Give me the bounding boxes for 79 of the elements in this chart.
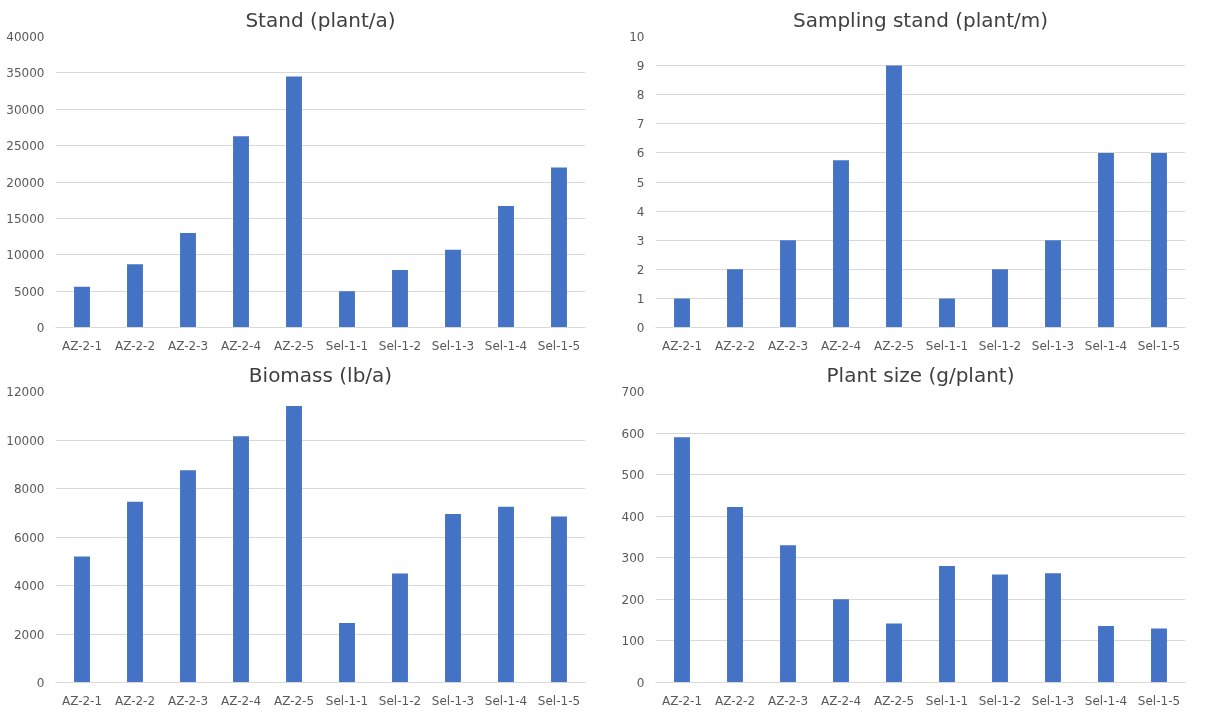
x-tick-label: Sel-1-2 — [378, 338, 422, 353]
x-tick-label: Sel-1-1 — [925, 338, 969, 353]
y-tick-label: 0 — [36, 676, 45, 690]
x-tick-label: AZ-2-4 — [220, 338, 262, 353]
y-tick-label: 3 — [636, 233, 645, 248]
y-tick-label: 500 — [621, 468, 645, 483]
x-tick-label: AZ-2-3 — [767, 338, 809, 353]
y-tick-label: 8000 — [13, 482, 45, 496]
x-tick-label: Sel-1-5 — [1137, 693, 1181, 708]
y-tick-label: 40000 — [6, 30, 45, 44]
x-tick-label: Sel-1-5 — [1137, 338, 1181, 353]
y-tick-label: 700 — [621, 385, 645, 399]
y-tick-label: 10000 — [6, 248, 45, 263]
x-tick-label: Sel-1-2 — [978, 338, 1022, 353]
y-tick-label: 12000 — [6, 385, 45, 399]
x-tick-label: AZ-2-5 — [273, 693, 315, 708]
x-tick-label: AZ-2-4 — [820, 693, 862, 708]
x-tick-label: Sel-1-5 — [537, 693, 581, 708]
y-tick-label: 4 — [636, 204, 645, 219]
x-tick-label: Sel-1-1 — [925, 693, 969, 708]
x-tick-label: AZ-2-3 — [167, 338, 209, 353]
x-tick-label: AZ-2-1 — [661, 338, 703, 353]
y-tick-label: 20000 — [6, 175, 45, 190]
y-tick-label: 400 — [621, 509, 645, 524]
y-tick-label: 10 — [629, 30, 645, 44]
y-tick-label: 4000 — [13, 579, 45, 593]
chart-title: Sampling stand (plant/m) — [792, 7, 1049, 32]
y-tick-label: 0 — [636, 676, 645, 690]
x-tick-label: Sel-1-1 — [325, 693, 369, 708]
x-tick-label: AZ-2-3 — [167, 693, 209, 708]
x-tick-label: Sel-1-1 — [325, 338, 369, 353]
y-tick-label: 35000 — [6, 66, 45, 81]
y-tick-label: 0 — [636, 321, 645, 335]
x-tick-label: AZ-2-1 — [61, 338, 103, 353]
x-tick-label: AZ-2-4 — [820, 338, 862, 353]
x-tick-label: AZ-2-2 — [114, 338, 156, 353]
x-tick-label: AZ-2-2 — [714, 693, 756, 708]
x-tick-label: AZ-2-4 — [220, 693, 262, 708]
x-tick-label: AZ-2-1 — [661, 693, 703, 708]
y-tick-label: 1 — [636, 291, 645, 306]
y-tick-label: 25000 — [6, 139, 45, 154]
x-tick-label: Sel-1-2 — [978, 693, 1022, 708]
y-tick-label: 6000 — [13, 530, 45, 545]
x-tick-label: Sel-1-3 — [1031, 338, 1075, 353]
x-tick-label: AZ-2-2 — [714, 338, 756, 353]
x-tick-label: Sel-1-4 — [484, 338, 528, 353]
x-tick-label: AZ-2-5 — [873, 693, 915, 708]
y-tick-label: 30000 — [6, 102, 45, 117]
chart-title: Plant size (g/plant) — [826, 362, 1015, 387]
x-tick-label: Sel-1-2 — [378, 693, 422, 708]
y-tick-label: 600 — [621, 426, 645, 441]
y-tick-label: 5000 — [13, 284, 45, 299]
y-tick-label: 5 — [636, 175, 645, 190]
x-tick-label: Sel-1-3 — [1031, 693, 1075, 708]
y-tick-label: 6 — [636, 146, 645, 161]
chart-title: Stand (plant/a) — [245, 7, 396, 32]
x-tick-label: Sel-1-5 — [537, 338, 581, 353]
x-tick-label: AZ-2-5 — [873, 338, 915, 353]
y-tick-label: 10000 — [6, 433, 45, 448]
y-tick-label: 8 — [636, 88, 645, 103]
x-tick-label: Sel-1-4 — [484, 693, 528, 708]
y-tick-label: 300 — [621, 551, 645, 566]
chart-title: Biomass (lb/a) — [248, 362, 393, 387]
y-tick-label: 15000 — [6, 211, 45, 226]
x-tick-label: AZ-2-3 — [767, 693, 809, 708]
x-tick-label: AZ-2-1 — [61, 693, 103, 708]
y-tick-label: 9 — [636, 59, 645, 74]
y-tick-label: 100 — [621, 634, 645, 649]
x-tick-label: Sel-1-3 — [431, 338, 475, 353]
y-tick-label: 0 — [36, 321, 45, 335]
y-tick-label: 2 — [636, 262, 645, 277]
x-tick-label: Sel-1-4 — [1084, 338, 1128, 353]
x-tick-label: AZ-2-5 — [273, 338, 315, 353]
y-tick-label: 7 — [636, 117, 645, 132]
x-tick-label: AZ-2-2 — [114, 693, 156, 708]
x-tick-label: Sel-1-4 — [1084, 693, 1128, 708]
y-tick-label: 2000 — [13, 627, 45, 642]
y-tick-label: 200 — [621, 592, 645, 607]
x-tick-label: Sel-1-3 — [431, 693, 475, 708]
